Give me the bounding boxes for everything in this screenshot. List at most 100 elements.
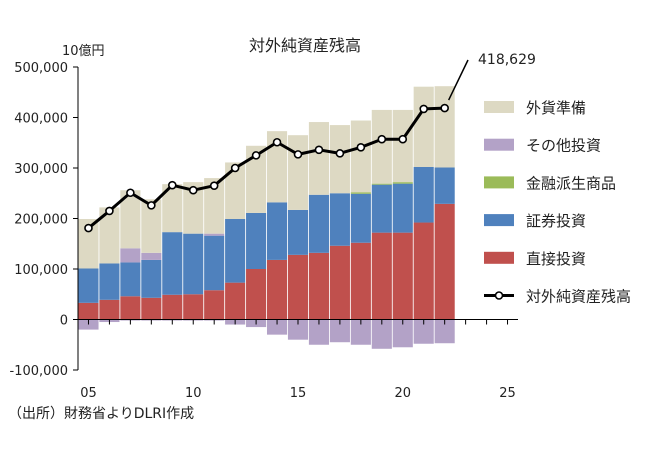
- bar-3-18: [350, 192, 371, 194]
- legend-swatch: [484, 251, 514, 264]
- y-tick-label: 300,000: [14, 162, 68, 177]
- bar-6-21: [413, 319, 434, 344]
- bar-5-16: [308, 122, 330, 195]
- bar-6-17: [329, 319, 350, 343]
- bar-6-15: [287, 319, 309, 340]
- legend-label: 証券投資: [526, 212, 586, 230]
- tick-labels-layer: -100,000 0 100,000 200,000 300,000 400,000 500…: [10, 61, 516, 401]
- net-assets-point: [188, 185, 198, 195]
- bar-6-16: [308, 319, 330, 345]
- bar-6-19: [371, 319, 392, 349]
- bar-4-8: [141, 252, 162, 260]
- y-tick-label: -100,000: [10, 364, 68, 379]
- legend-swatch: [484, 138, 514, 151]
- x-tick-label: 10: [185, 386, 202, 401]
- bar-1-10: [183, 294, 204, 320]
- net-assets-point: [440, 103, 449, 113]
- net-assets-point: [377, 134, 387, 144]
- legend-label: 直接投資: [526, 250, 586, 268]
- net-assets-point: [167, 180, 177, 190]
- bar-5-20: [392, 109, 413, 183]
- bar-5-19: [371, 109, 392, 184]
- bar-1-18: [350, 242, 371, 320]
- bar-5-9: [162, 184, 183, 233]
- bar-6-18: [350, 319, 371, 345]
- bar-2-10: [183, 233, 204, 295]
- legend-swatch: [484, 214, 514, 227]
- bar-1-19: [371, 232, 392, 320]
- x-tick-label: 05: [80, 386, 97, 401]
- bar-5-10: [183, 182, 204, 234]
- bar-3-20: [392, 182, 413, 184]
- bar-5-14: [266, 131, 288, 203]
- bar-2-22: [434, 167, 455, 204]
- bar-1-17: [329, 245, 350, 320]
- bar-5-18: [350, 120, 371, 193]
- net-assets-point: [398, 134, 408, 144]
- net-assets-point: [230, 163, 240, 173]
- bar-1-12: [225, 282, 246, 320]
- bar-5-12: [225, 162, 246, 220]
- bar-5-17: [329, 125, 350, 194]
- x-tick-label: 25: [499, 386, 516, 401]
- chart-title: 対外純資産残高: [249, 36, 361, 55]
- net-assets-point: [209, 181, 219, 190]
- bar-5-13: [246, 145, 267, 213]
- bar-5-6: [99, 207, 120, 264]
- net-assets-point: [335, 149, 345, 158]
- bar-5-7: [120, 190, 141, 249]
- net-assets-point: [356, 142, 366, 152]
- bar-2-18: [350, 193, 371, 243]
- bar-1-9: [162, 294, 183, 320]
- y-tick-label: 400,000: [14, 112, 68, 127]
- bar-2-17: [329, 193, 350, 246]
- bar-2-14: [266, 202, 288, 260]
- y-tick-label: 500,000: [14, 61, 68, 76]
- bar-5-8: [141, 199, 162, 253]
- bar-1-14: [266, 259, 288, 320]
- legend-line-marker: [494, 291, 504, 300]
- bar-2-5: [78, 268, 99, 303]
- bar-2-12: [225, 219, 246, 283]
- y-tick-label: 200,000: [14, 213, 68, 228]
- bar-5-22: [434, 86, 455, 168]
- axes-layer: [73, 66, 518, 371]
- y-tick-label: 0: [60, 314, 68, 329]
- source-note: （出所）財務省よりDLRI作成: [8, 406, 194, 422]
- y-tick-label: 100,000: [14, 263, 68, 278]
- bar-2-19: [371, 184, 392, 233]
- bar-1-16: [308, 252, 330, 320]
- bar-2-15: [287, 209, 309, 255]
- net-assets-line-layer: [84, 59, 469, 233]
- bar-6-5: [78, 319, 99, 330]
- bar-1-21: [413, 222, 434, 320]
- bar-1-13: [246, 269, 267, 320]
- net-assets-point: [126, 188, 135, 198]
- bar-4-7: [120, 248, 141, 263]
- y-axis-unit: 10億円: [62, 43, 105, 59]
- net-assets-point: [293, 150, 303, 159]
- bar-2-7: [120, 262, 141, 297]
- legend-label: 対外純資産残高: [526, 288, 631, 306]
- bar-2-13: [246, 212, 267, 269]
- annotation-leader-line: [447, 59, 469, 101]
- legend-label: 外貨準備: [526, 99, 586, 117]
- bars-layer: [78, 86, 455, 349]
- bar-1-11: [204, 290, 225, 320]
- bar-1-15: [287, 254, 309, 320]
- bar-1-6: [99, 299, 120, 320]
- bar-1-8: [141, 297, 162, 320]
- bar-2-6: [99, 263, 120, 300]
- x-tick-label: 15: [290, 386, 307, 401]
- bar-1-20: [392, 232, 413, 320]
- bar-5-15: [287, 135, 309, 210]
- legend-swatch: [484, 101, 514, 113]
- bar-1-22: [434, 203, 455, 320]
- bar-4-11: [204, 233, 225, 236]
- x-tick-label: 20: [394, 386, 411, 401]
- bar-2-16: [308, 194, 330, 253]
- bar-2-20: [392, 183, 413, 233]
- net-assets-point: [251, 151, 261, 160]
